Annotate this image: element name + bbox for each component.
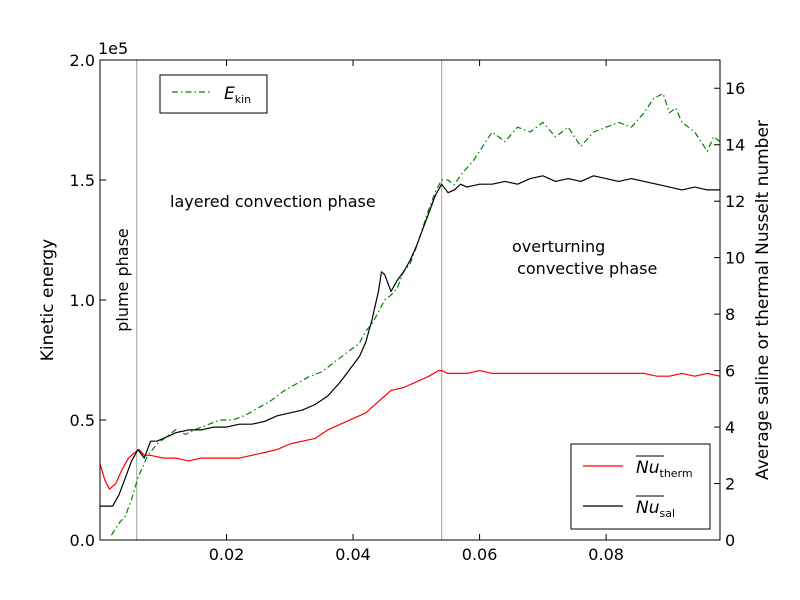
series-nu-therm-line bbox=[99, 370, 721, 490]
annotation-layered-phase: layered convection phase bbox=[170, 192, 376, 211]
axes: 1e5 Kinetic energy Average saline or the… bbox=[38, 39, 773, 564]
x-tick-label: 0.04 bbox=[335, 545, 371, 564]
annotation-overturning-line1: overturning bbox=[512, 237, 605, 256]
plot-area bbox=[99, 60, 721, 540]
right-tick-label: 16 bbox=[725, 79, 745, 98]
legend-bottom: Nutherm Nusal bbox=[570, 443, 711, 530]
legend-bottom-box bbox=[570, 443, 711, 530]
legend-top-box bbox=[159, 74, 268, 114]
legend-top: Ekin bbox=[159, 74, 268, 114]
right-tick-label: 12 bbox=[725, 192, 745, 211]
annotation-overturning-line2: convective phase bbox=[512, 259, 657, 278]
x-tick-label: 0.08 bbox=[588, 545, 624, 564]
left-tick-label: 1.5 bbox=[70, 171, 95, 190]
x-tick-label: 0.02 bbox=[209, 545, 245, 564]
right-axis-label: Average saline or thermal Nusselt number bbox=[753, 120, 773, 480]
right-tick-label: 10 bbox=[725, 249, 745, 268]
right-tick-label: 4 bbox=[725, 418, 735, 437]
left-tick-label: 0.5 bbox=[70, 411, 95, 430]
left-tick-label: 1.0 bbox=[70, 291, 95, 310]
left-tick-label: 2.0 bbox=[70, 51, 95, 70]
x-tick-label: 0.06 bbox=[462, 545, 498, 564]
right-tick-label: 6 bbox=[725, 362, 735, 381]
annotations: plume phase layered convection phase ove… bbox=[113, 192, 657, 332]
right-tick-label: 0 bbox=[725, 531, 735, 550]
series-nu-sal-line bbox=[100, 175, 720, 507]
legend-nu-therm-label: Nutherm bbox=[636, 458, 693, 480]
right-tick-label: 2 bbox=[725, 475, 735, 494]
right-tick-label: 14 bbox=[725, 136, 745, 155]
annotation-plume-phase: plume phase bbox=[113, 228, 132, 332]
legend-nu-sal-label: Nusal bbox=[636, 498, 675, 520]
left-axis-label: Kinetic energy bbox=[38, 239, 58, 361]
left-axis-multiplier: 1e5 bbox=[98, 39, 128, 58]
legend-ekin-label: Ekin bbox=[224, 84, 251, 106]
left-tick-label: 0.0 bbox=[70, 531, 95, 550]
right-tick-label: 8 bbox=[725, 305, 735, 324]
